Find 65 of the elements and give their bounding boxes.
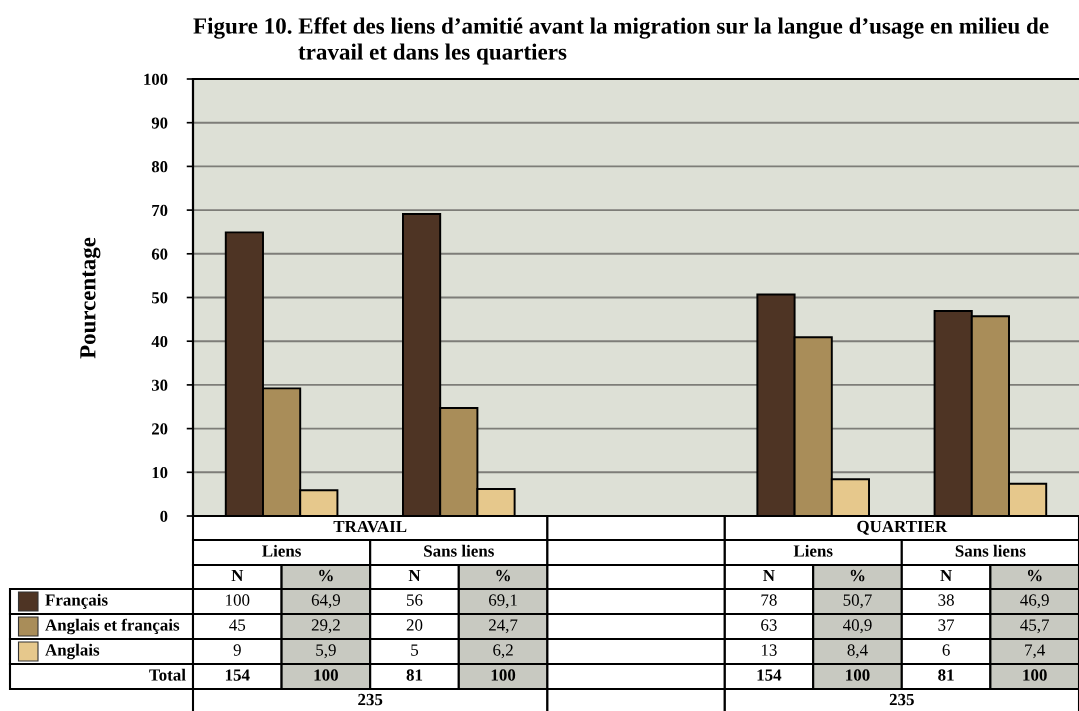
x-tick-label: Liens xyxy=(262,544,301,557)
text: 13 xyxy=(761,644,777,656)
y-tick-label: 0 xyxy=(160,510,168,522)
text: 63 xyxy=(761,619,777,631)
text: N xyxy=(763,569,775,582)
data-label: 69,1 xyxy=(489,594,517,609)
data-label: 46,9 xyxy=(1020,594,1049,609)
legend-label: Français xyxy=(45,593,108,610)
text: 100 xyxy=(226,594,250,606)
data-label: 64,9 xyxy=(311,594,341,609)
text: N xyxy=(408,569,421,582)
text: 9 xyxy=(233,644,241,656)
text: % xyxy=(319,569,333,582)
y-tick-label: 20 xyxy=(152,423,168,435)
text: % xyxy=(850,569,865,582)
y-tick-label: 40 xyxy=(151,335,168,348)
y-tick-label: 70 xyxy=(152,204,168,217)
text: 20 xyxy=(406,619,423,631)
y-tick-label: 50 xyxy=(152,292,168,304)
text: 45 xyxy=(229,619,246,631)
y-tick-label: 90 xyxy=(151,117,168,129)
data-label: 6,2 xyxy=(493,644,513,659)
text: QUARTIER xyxy=(857,520,948,535)
data-label: 50,7 xyxy=(843,594,872,609)
text: 81 xyxy=(938,669,954,681)
text: N xyxy=(940,569,952,582)
legend-label: Anglais et français xyxy=(45,618,180,635)
text: % xyxy=(1027,569,1042,582)
text: N xyxy=(231,569,244,582)
text: % xyxy=(496,569,510,582)
text: TRAVAIL xyxy=(333,520,407,533)
data-label: 24,7 xyxy=(489,619,518,634)
data-label: 5,9 xyxy=(316,644,336,659)
data-label: 40,9 xyxy=(843,619,872,634)
chart-title: Figure 10. Effet des liens d’amitié avant la migration sur la langue d’usage en milieu de travail et dans les quartiers xyxy=(193,17,1049,65)
y-tick-label: 10 xyxy=(152,467,168,479)
y-tick-label: 60 xyxy=(151,248,168,260)
x-tick-label: Sans liens xyxy=(424,544,494,557)
y-tick-label: 100 xyxy=(144,73,168,85)
data-label: 8,4 xyxy=(847,644,868,659)
text: 100 xyxy=(846,669,870,681)
text: 81 xyxy=(406,669,423,681)
data-label: 29,2 xyxy=(311,619,340,634)
text: 78 xyxy=(761,594,777,606)
text: 100 xyxy=(314,669,338,681)
text: Total xyxy=(149,668,186,681)
text: 100 xyxy=(1023,669,1047,681)
x-tick-label: Liens xyxy=(793,544,833,557)
text: 5 xyxy=(411,644,419,656)
text: 235 xyxy=(889,693,914,706)
text: 154 xyxy=(757,669,782,681)
data-label: 45,7 xyxy=(1020,619,1050,634)
text: 56 xyxy=(407,594,423,606)
text: 154 xyxy=(225,669,250,681)
text: 100 xyxy=(491,669,516,681)
y-tick-label: 30 xyxy=(151,379,168,391)
text: 235 xyxy=(358,693,383,706)
legend-label: Anglais xyxy=(45,643,100,660)
y-axis-title: Pourcentage xyxy=(80,237,101,359)
y-tick-label: 80 xyxy=(151,161,168,173)
text: 6 xyxy=(942,644,950,656)
text: 38 xyxy=(938,594,954,606)
text: 37 xyxy=(938,619,955,631)
x-tick-label: Sans liens xyxy=(955,544,1026,557)
data-label: 7,4 xyxy=(1025,644,1046,659)
